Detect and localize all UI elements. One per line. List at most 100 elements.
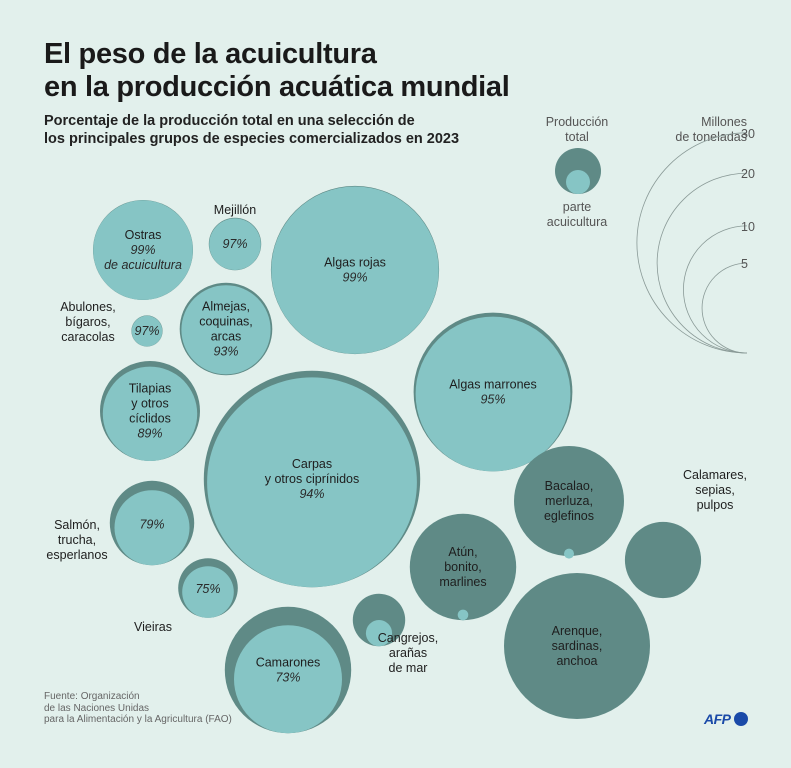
bubble-label: trucha, [58,533,96,547]
bubble-pct-label: 93% [213,345,238,359]
bubble-abulones-bigaros-caracolas: Abulones,bígaros,caracolas 97% [60,300,163,347]
bubble-label: Tilapias [129,382,172,396]
bubble-pct-label: 94% [299,487,324,501]
bubble-label: Bacalao, [545,479,594,493]
legend-aqua-label-2: acuicultura [547,215,607,229]
bubble-label: marlines [439,575,486,589]
legend-total-label-1: Producción [546,115,609,129]
aquaculture-circle [564,548,574,559]
bubble-label: pulpos [697,498,734,512]
scale-title-1: Millones [701,115,747,129]
bubble-pct-label: 89% [137,427,162,441]
bubble-label: eglefinos [544,509,594,523]
aquaculture-circle [415,316,571,472]
bubble-label: arañas [389,646,427,660]
scale-arc-20 [656,172,748,354]
bubble-pct-label: 99% [342,271,367,285]
total-circle [514,446,624,556]
aquaculture-circle [93,200,193,300]
bubble-vieiras: Vieiras 75% [134,558,238,634]
bubble-pct-label: 79% [139,517,164,531]
bubble-label: Abulones, [60,300,116,314]
bubble-label: sardinas, [552,639,603,653]
bubble-pct-label: 95% [480,393,505,407]
bubble-label: Algas rojas [324,256,386,270]
legend-aqua-circle [566,170,590,194]
total-circle [409,513,517,621]
bubble-label: y otros [131,397,169,411]
bubble-label: de mar [389,661,428,675]
bubble-label: Vieiras [134,620,172,634]
aquaculture-circle [207,377,417,588]
bubble-label: arcas [211,330,242,344]
aquaculture-circle [365,620,393,647]
scale-arc-30 [636,132,748,354]
bubble-calamares-sepias-pulpos: Calamares,sepias,pulpos [624,468,747,599]
aquaculture-circle [234,625,342,734]
scale-label-10: 10 [741,220,755,234]
bubble-pct-label: de acuicultura [104,258,182,272]
scale-label-20: 20 [741,167,755,181]
bubble-label: Carpas [292,457,332,471]
bubble-label: esperlanos [46,548,107,562]
legend-aqua-label-1: parte [563,200,592,214]
afp-logo-text: AFP [704,711,731,727]
bubble-label: caracolas [61,330,115,344]
scale-arc-10 [683,225,748,354]
bubble-label: anchoa [556,654,597,668]
bubble-label: Calamares, [683,468,747,482]
title-line-2: en la producción acuática mundial [44,71,510,103]
bubble-arenque-sardinas-anchoa: Arenque,sardinas,anchoa [504,573,650,719]
bubble-pct-label: 99% [130,243,155,257]
source-line-3: para la Alimentación y la Agricultura (F… [44,714,232,725]
aquaculture-circle [131,315,163,347]
bubble-label: Algas marrones [449,378,537,392]
bubble-label: Ostras [125,228,162,242]
legend-size-scale: Millones de toneladas 30 20 10 5 [636,115,755,354]
source-note: Fuente: Organización de las Naciones Uni… [44,691,232,726]
aquaculture-circle [181,285,271,375]
subtitle-line-1: Porcentaje de la producción total en una… [44,113,415,129]
bubble-pct-label: 73% [275,671,300,685]
bubble-label: Salmón, [54,518,100,532]
aquaculture-circle [209,218,261,270]
title-line-1: El peso de la acuicultura [44,38,377,70]
legend-composition: Producción total parte acuicultura [546,115,609,229]
scale-label-5: 5 [741,257,748,271]
aquaculture-circle [271,186,439,354]
bubble-label: bígaros, [65,315,110,329]
bubble-label: bonito, [444,560,482,574]
chart-title: El peso de la acuicultura en la producci… [44,38,510,104]
legend-total-label-2: total [565,130,589,144]
bubble-label: Cangrejos, [378,631,438,645]
source-line-1: Fuente: Organización [44,691,140,702]
bubble-label: Camarones [256,656,321,670]
bubble-label: coquinas, [199,315,253,329]
bubble-label: Mejillón [214,203,256,217]
total-circle [504,573,650,719]
scale-title-2: de toneladas [675,130,747,144]
bubble-label: Atún, [448,545,477,559]
bubble-pct-label: 97% [222,237,247,251]
bubble-label: merluza, [545,494,593,508]
aquaculture-circle [114,490,190,566]
afp-logo-dot-icon [734,712,748,726]
bubble-mejillon: Mejillón 97% [208,203,262,271]
bubble-label: Almejas, [202,300,250,314]
bubble-label: y otros ciprínidos [265,472,359,486]
aquaculture-circle [182,566,234,618]
subtitle-line-2: los principales grupos de especies comer… [44,131,460,147]
bubble-atun-bonito-marlines: Atún,bonito,marlines [409,513,517,621]
aquaculture-circle [457,609,469,621]
bubble-salmon-trucha-esperlanos: Salmón,trucha,esperlanos 79% [46,480,195,566]
